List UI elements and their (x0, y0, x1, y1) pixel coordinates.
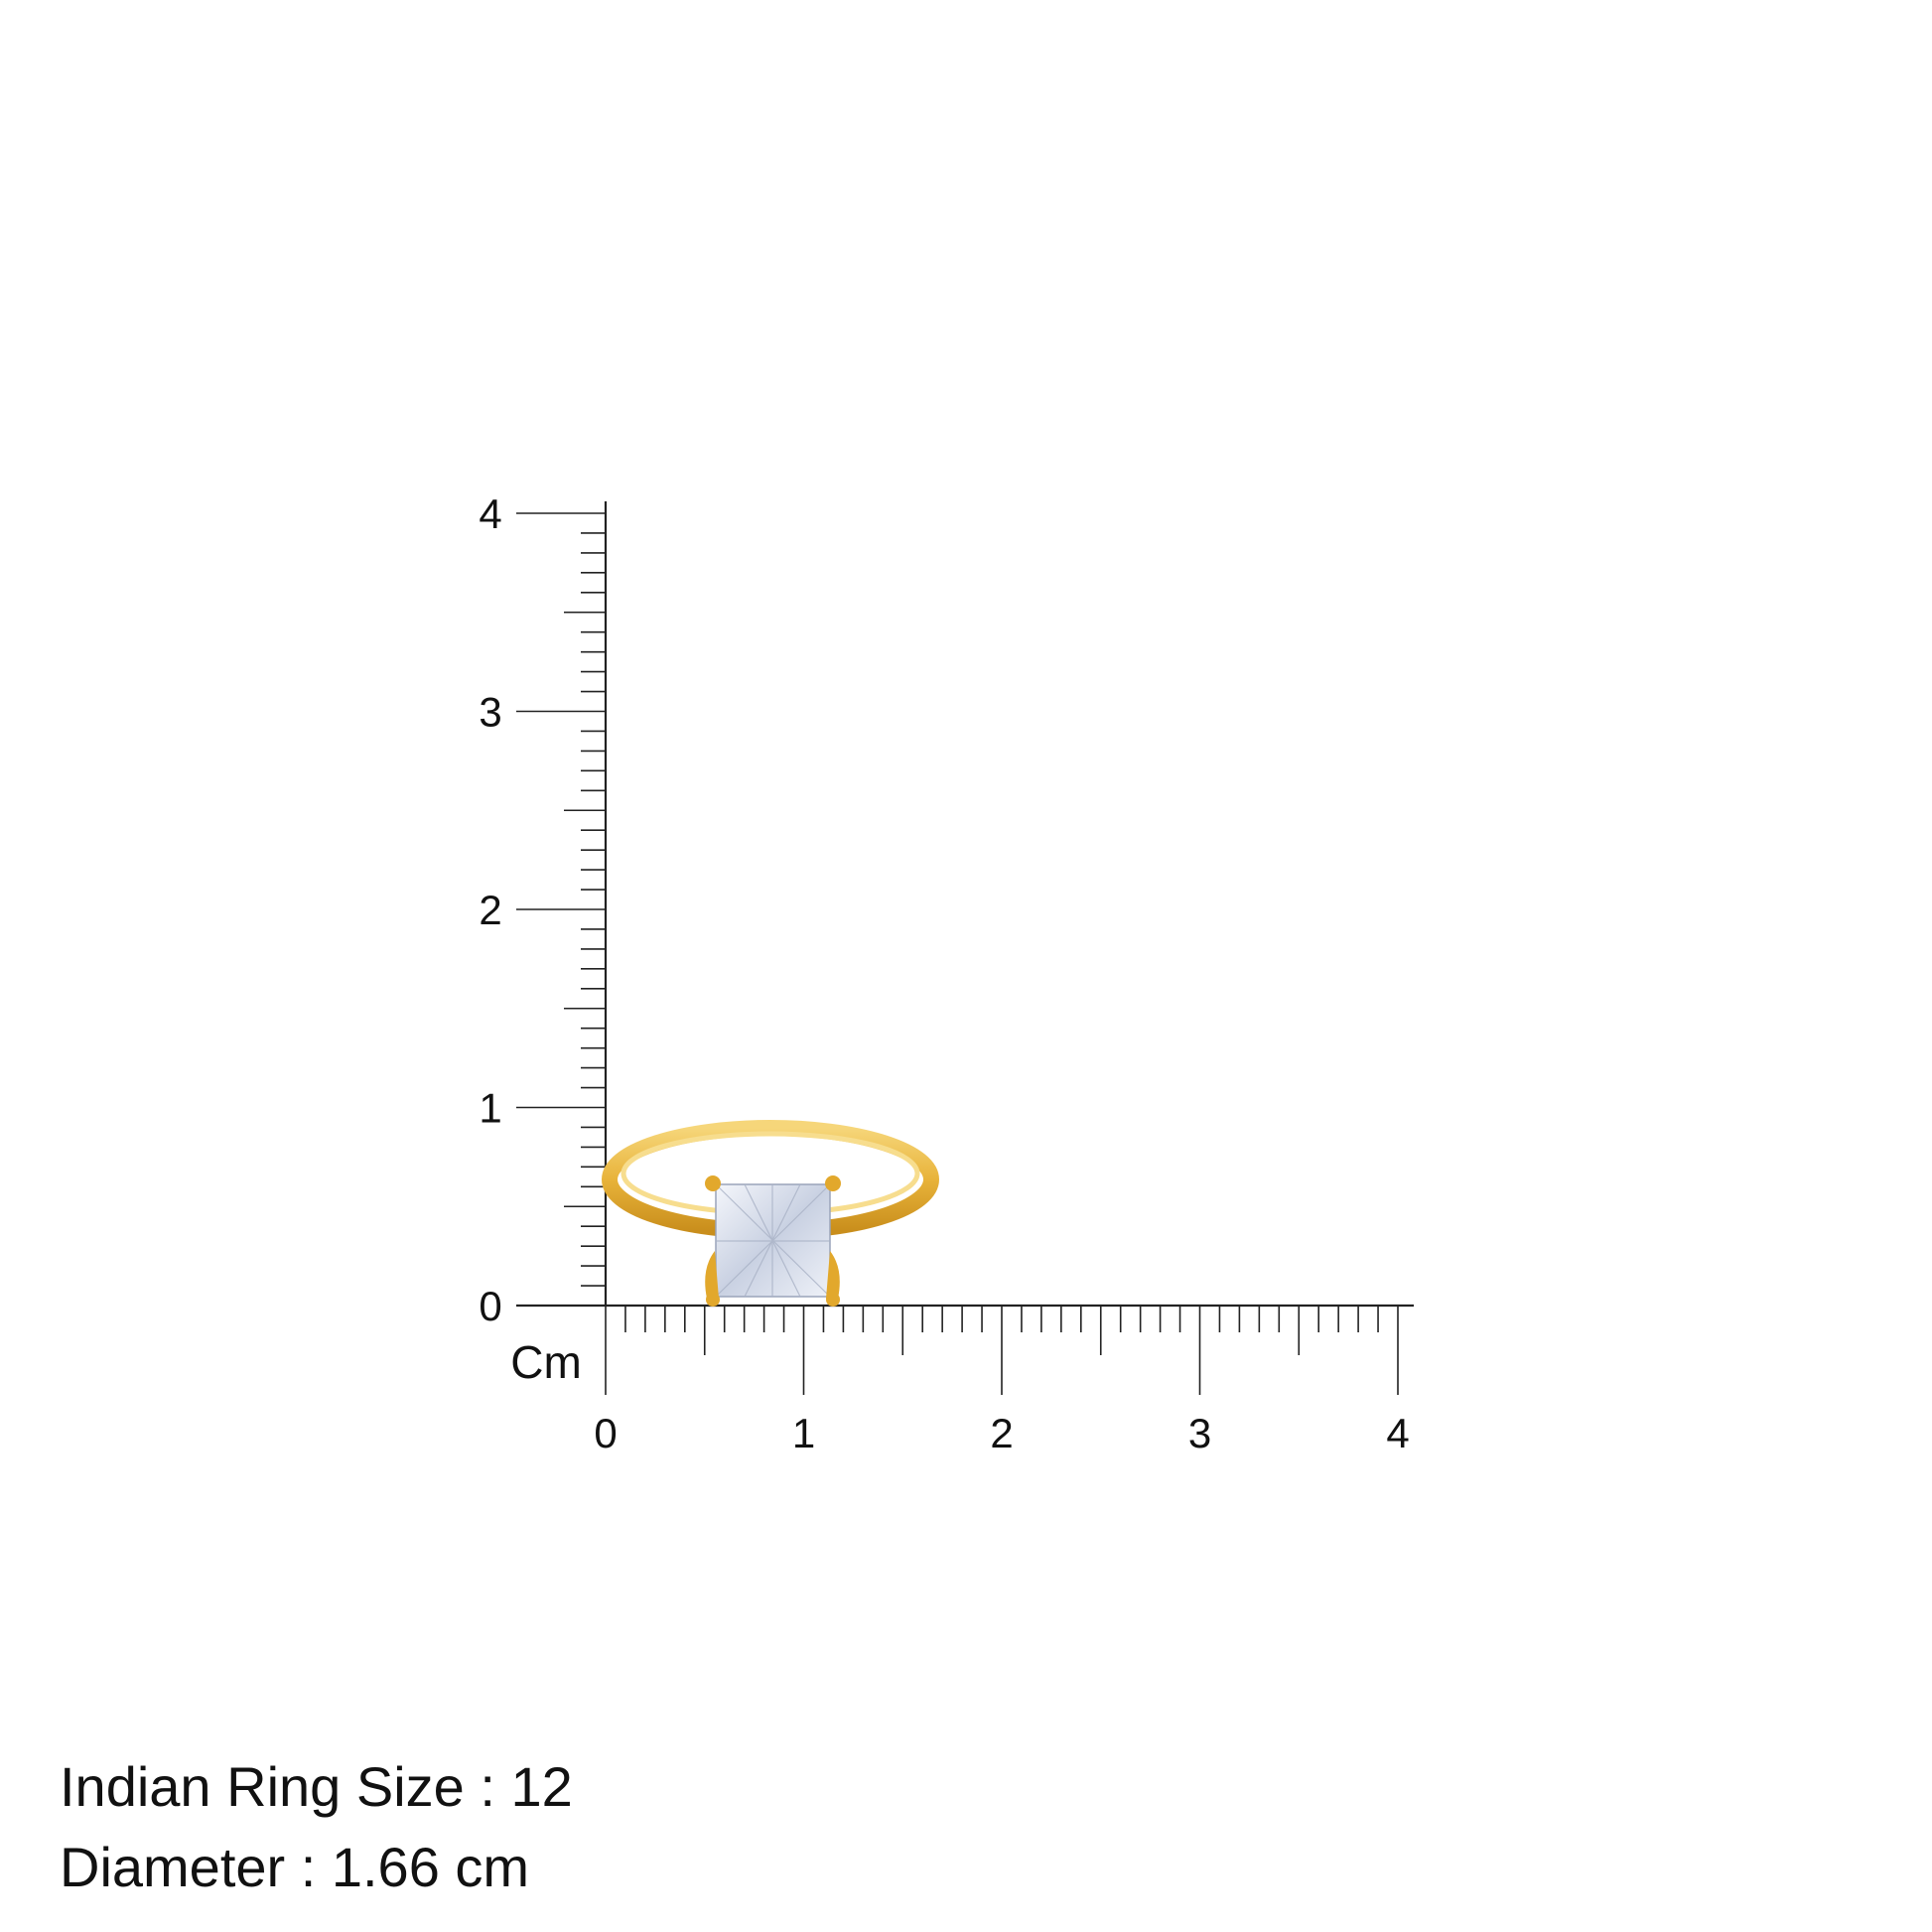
y-tick-label: 0 (479, 1283, 501, 1329)
x-tick-label: 1 (792, 1410, 815, 1456)
unit-label: Cm (510, 1336, 582, 1388)
ring-size-text: Indian Ring Size : 12 (60, 1755, 573, 1818)
ruler-labels: 0 1 2 3 4 0 1 2 3 4 (479, 490, 1409, 1456)
x-tick-label: 4 (1386, 1410, 1409, 1456)
ring-prongs (705, 1175, 841, 1307)
x-tick-label: 0 (594, 1410, 617, 1456)
x-tick-label: 3 (1188, 1410, 1211, 1456)
x-tick-label: 2 (990, 1410, 1013, 1456)
y-tick-label: 4 (479, 490, 501, 537)
y-tick-label: 1 (479, 1085, 501, 1132)
y-tick-label: 2 (479, 887, 501, 933)
ruler-ticks (516, 501, 1414, 1395)
ring-image (602, 1120, 939, 1307)
y-tick-label: 3 (479, 689, 501, 736)
diameter-text: Diameter : 1.66 cm (60, 1836, 530, 1898)
